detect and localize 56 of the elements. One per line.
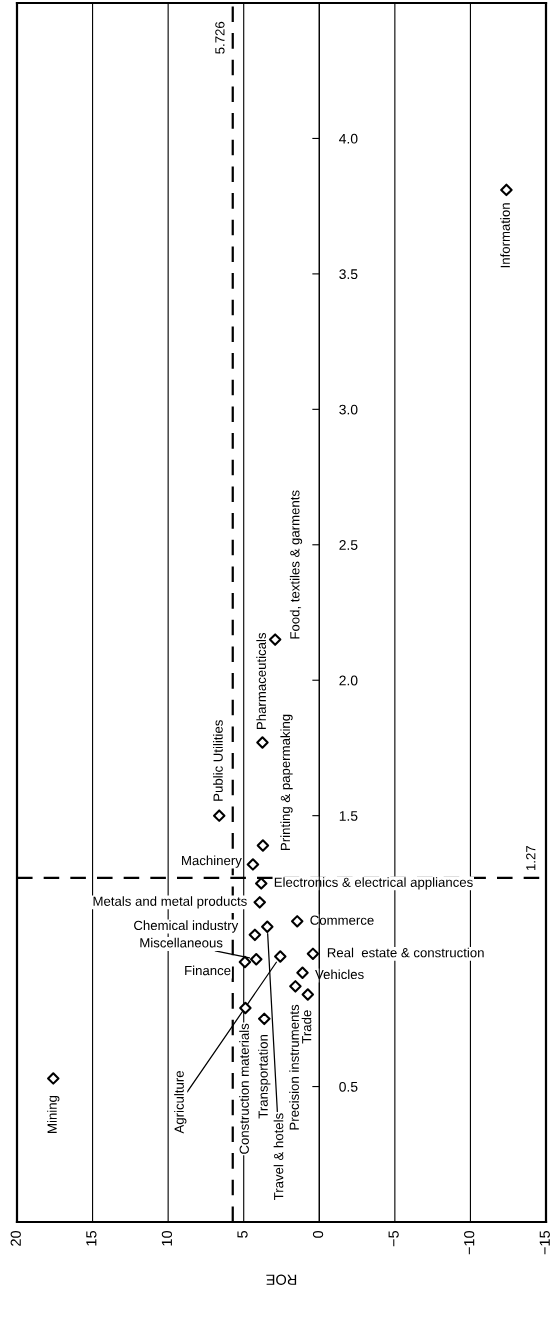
point [500,183,513,197]
point [212,809,226,822]
ref-line-label: 1.27 [526,846,536,871]
point [306,947,320,961]
point [258,1012,271,1026]
point [261,920,274,933]
x-tick-label: 0 [312,1230,324,1238]
annotation: Mining [47,1095,60,1133]
annotation: Information [500,203,510,268]
x-tick-label: −15 [539,1230,550,1255]
x-tick-label: 10 [161,1230,173,1246]
annotation: Metals and metal products [93,896,247,909]
annotation: Real estate & construction [327,947,484,958]
x-tick-label: 15 [86,1230,97,1246]
point [253,896,266,909]
annotation: Public Utilities [213,720,223,801]
annotation: Printing & papermaking [280,714,293,850]
y-tick-label: 3.5 [339,269,358,280]
x-tick-label: −10 [464,1230,475,1255]
point [238,955,252,969]
y-tick-label: 1.5 [339,811,358,821]
annotation: Trade [301,1010,312,1044]
point [250,953,263,966]
annotation: Machinery [182,855,242,868]
x-axis-title: ROE [266,1274,297,1285]
point [289,980,302,993]
y-tick-label: 0.5 [339,1081,358,1092]
annotation: Transportation [258,1034,271,1119]
point [256,839,270,852]
annotation: Miscellaneous [140,937,223,948]
x-tick-label: 5 [237,1230,248,1238]
x-tick-label: −5 [388,1230,399,1247]
point [301,988,315,1001]
x-tick-label: 20 [10,1230,21,1246]
annotation: Finance [185,965,231,976]
annotation: Food, textiles & garments [289,490,303,639]
annotation: Agriculture [174,1071,187,1134]
point [290,915,304,928]
annotation: Construction materials [239,1023,249,1154]
y-tick-label: 2.5 [339,540,358,550]
ref-line-label: 5.726 [215,21,225,54]
annotation: Precision instruments [289,1004,299,1130]
point [47,1072,60,1085]
y-tick-label: 3.0 [339,404,358,415]
annotation: Chemical industry [134,920,239,933]
y-tick-label: 4.0 [339,133,358,144]
y-tick-label: 2.0 [339,675,358,686]
point [248,928,262,942]
point [268,633,282,646]
point [274,950,287,963]
point [256,736,269,749]
annotation: Travel & hotels [273,1113,284,1201]
point [239,1001,252,1015]
point [296,966,309,980]
annotation: Pharmaceuticals [256,632,266,729]
point [246,858,260,871]
